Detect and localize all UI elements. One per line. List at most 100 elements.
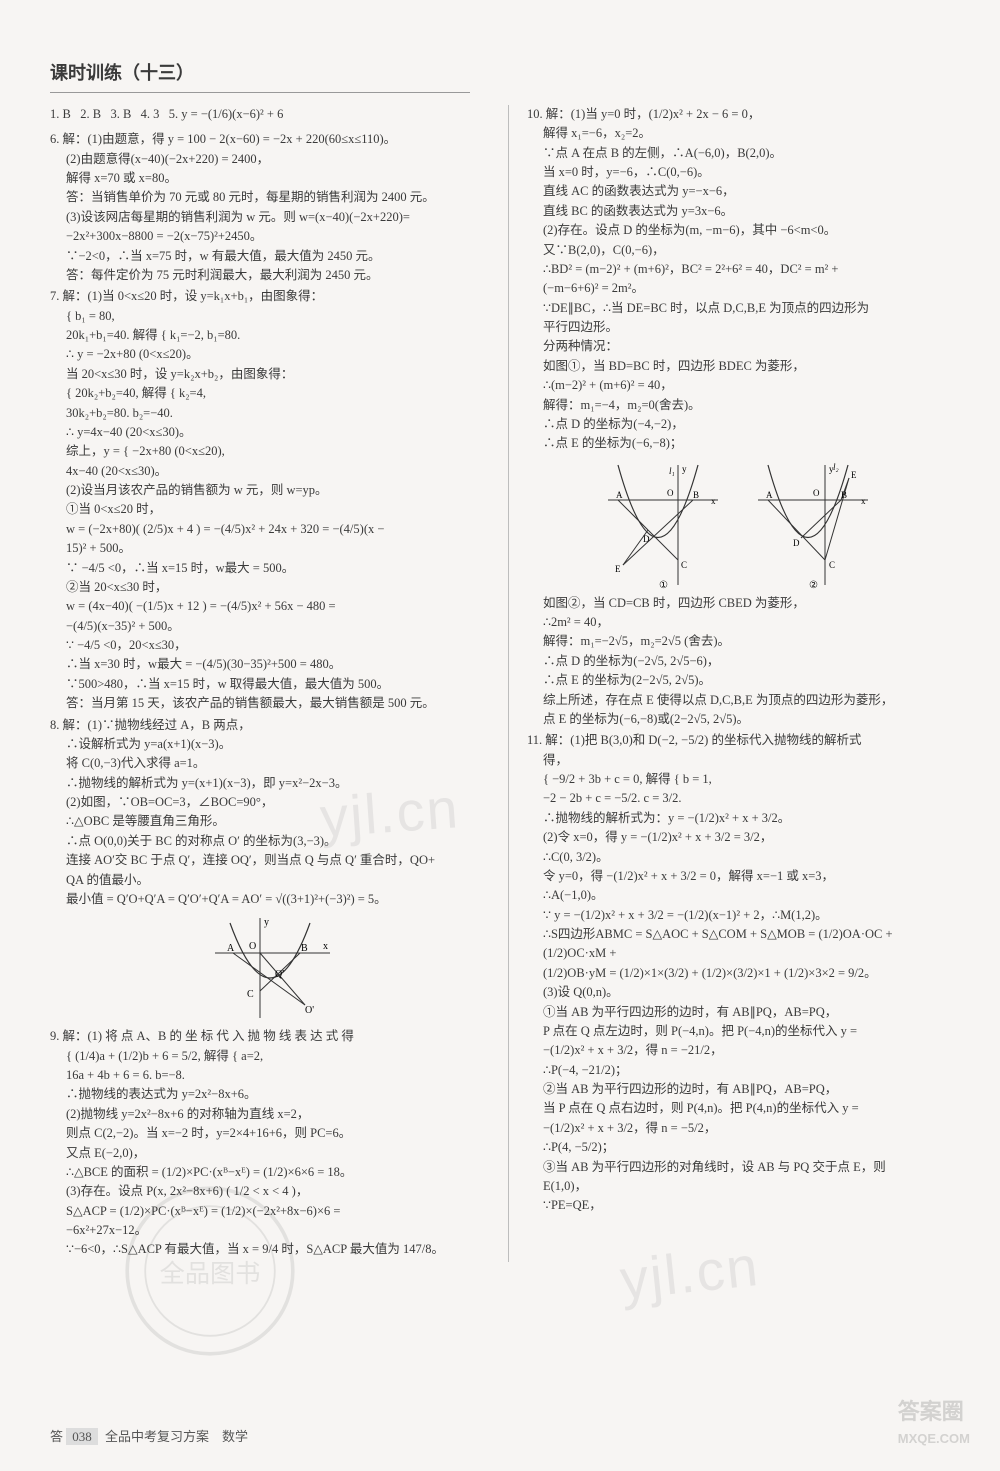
q6-l7: 答：每件定价为 75 元时利润最大，最大利润为 2450 元。 [50,266,490,285]
watermark-brand: 答案圈 MXQE.COM [898,1395,970,1449]
q8-l8b: QA 的值最小。 [50,871,490,890]
q8-head: 8. 解：(1)∵抛物线经过 A，B 两点， [50,716,490,735]
q10-l14: 解得：m₁=−4，m₂=0(舍去)。 [527,396,948,415]
svg-text:D: D [793,538,800,548]
q8-l3: 将 C(0,−3)代入求得 a=1。 [50,754,490,773]
q8-l6: ∴△OBC 是等腰直角三角形。 [50,812,490,831]
q10-l10: ∵DE∥BC，∴当 DE=BC 时，以点 D,C,B,E 为顶点的四边形为 [527,299,948,318]
q9-l5: 则点 C(2,−2)。当 x=−2 时，y=2×4+16+6，则 PC=6。 [50,1124,490,1143]
content-columns: 1. B 2. B 3. B 4. 3 5. y = −(1/6)(x−6)² … [50,105,960,1262]
svg-text:y: y [682,464,687,474]
q7-l8: (2)设当月该农产品的销售额为 w 元，则 w=yp。 [50,481,490,500]
q10-l15: ∴点 D 的坐标为(−4,−2)， [527,415,948,434]
q10-l7: (2)存在。设点 D 的坐标为(m, −m−6)，其中 −6<m<0。 [527,221,948,240]
q8-l2: ∴设解析式为 y=a(x+1)(x−3)。 [50,735,490,754]
q9-l4: (2)抛物线 y=2x²−8x+6 的对称轴为直线 x=2， [50,1105,490,1124]
q10-l8: 又∵B(2,0)，C(0,−6)， [527,241,948,260]
q10-l2: 解得 x₁=−6，x₂=2。 [527,124,948,143]
svg-text:l₂: l₂ [833,462,839,472]
q11-l6: 令 y=0，得 −(1/2)x² + x + 3/2 = 0，解得 x=−1 或… [527,867,948,886]
q10-figure-2: x y A B O D C E ② l₂ [753,460,873,590]
q9-l3: ∴抛物线的表达式为 y=2x²−8x+6。 [50,1085,490,1104]
svg-text:E: E [851,470,857,480]
q7-l3: ∴ y = −2x+80 (0<x≤20)。 [50,345,490,364]
q7-l16: ∵500>480，∴当 x=15 时，w 取得最大值，最大值为 500。 [50,675,490,694]
q11-l4: (2)令 x=0，得 y = −(1/2)x² + x + 3/2 = 3/2， [527,828,948,847]
q9-l9b: −6x²+27x−12。 [50,1221,490,1240]
svg-text:x: x [323,941,328,952]
q7-l12: ②当 20<x≤30 时， [50,578,490,597]
q11-l3: ∴抛物线的解析式为：y = −(1/2)x² + x + 3/2。 [527,809,948,828]
brand-text: 答案圈 [898,1399,964,1424]
svg-text:A: A [766,490,773,500]
svg-text:C: C [247,989,254,1000]
svg-text:全品图书: 全品图书 [160,1260,261,1288]
q7-l11: ∵ −4/5 <0，∴当 x=15 时，w最大 = 500。 [50,559,490,578]
q7: 7. 解：(1)当 0<x≤20 时，设 y=k₁x+b₁，由图象得： { b₁… [50,287,490,713]
svg-text:Q': Q' [275,969,284,980]
q9-l7: ∴△BCE 的面积 = (1/2)×PC·(xᴮ−xᴱ) = (1/2)×6×6… [50,1163,490,1182]
svg-text:D: D [643,534,650,544]
q7-head: 7. 解：(1)当 0<x≤20 时，设 y=k₁x+b₁，由图象得： [50,287,490,306]
q10-l18: ∴2m² = 40， [527,613,948,632]
q9-l9: S△ACP = (1/2)×PC·(xᴮ−xᴱ) = (1/2)×(−2x²+8… [50,1202,490,1221]
svg-text:l₁: l₁ [669,466,675,476]
q11-l16: 当 P 点在 Q 点右边时，则 P(4,n)。把 P(4,n)的坐标代入 y = [527,1099,948,1118]
q10-l23: 点 E 的坐标为(−6,−8)或(2−2√5, 2√5)。 [527,710,948,729]
q9-head: 9. 解：(1) 将 点 A、B 的 坐 标 代 入 抛 物 线 表 达 式 得 [50,1027,490,1046]
q2: 2. B [80,107,101,121]
q8: 8. 解：(1)∵抛物线经过 A，B 两点， ∴设解析式为 y=a(x+1)(x… [50,716,490,1024]
q7-l13b: −(4/5)(x−35)² + 500。 [50,617,490,636]
q10-l10b: 平行四边形。 [527,318,948,337]
q8-l5: (2)如图，∵OB=OC=3，∠BOC=90°， [50,793,490,812]
q10-l5: 直线 AC 的函数表达式为 y=−x−6， [527,182,948,201]
q9-l10: ∵−6<0，∴S△ACP 有最大值，当 x = 9/4 时，S△ACP 最大值为… [50,1240,490,1259]
q11-sysb: −2 − 2b + c = −5/2. c = 3/2. [527,789,948,808]
q7-l14: ∵ −4/5 <0，20<x≤30， [50,636,490,655]
q10-l6: 直线 BC 的函数表达式为 y=3x−6。 [527,202,948,221]
q7-l15: ∴当 x=30 时，w最大 = −(4/5)(30−35)²+500 = 480… [50,655,490,674]
q10-l11: 分两种情况： [527,337,948,356]
svg-text:C: C [681,560,687,570]
q8-l9: 最小值 = Q′O+Q′A = Q′O′+Q′A = AO′ = √((3+1)… [50,890,490,909]
q7-l9: ①当 0<x≤20 时， [50,500,490,519]
q10-l22: 综上所述，存在点 E 使得以点 D,C,B,E 为顶点的四边形为菱形， [527,691,948,710]
svg-text:①: ① [659,580,668,590]
svg-text:B: B [693,490,699,500]
svg-text:C: C [829,560,835,570]
q7-l7: 综上，y = { −2x+80 (0<x≤20), [50,442,490,461]
q11-head: 11. 解：(1)把 B(3,0)和 D(−2, −5/2) 的坐标代入抛物线的… [527,731,948,750]
q10-l19: 解得：m₁=−2√5，m₂=2√5 (舍去)。 [527,632,948,651]
right-column: 10. 解：(1)当 y=0 时，(1/2)x² + 2x − 6 = 0， 解… [508,105,948,1262]
q7-l7b: 4x−40 (20<x≤30)。 [50,462,490,481]
q6-l3: 解得 x=70 或 x=80。 [50,169,490,188]
q7-l10: w = (−2x+80)( (2/5)x + 4 ) = −(4/5)x² + … [50,520,490,539]
q10-l3: ∵点 A 在点 B 的左侧，∴A(−6,0)，B(2,0)。 [527,144,948,163]
q11-sys: { −9/2 + 3b + c = 0, 解得 { b = 1, [527,770,948,789]
svg-text:O: O [667,488,674,498]
q10-head: 10. 解：(1)当 y=0 时，(1/2)x² + 2x − 6 = 0， [527,105,948,124]
q10-l9b: (−m−6+6)² = 2m²。 [527,279,948,298]
svg-text:O': O' [305,1005,314,1016]
q3: 3. B [110,107,131,121]
answers-1-5: 1. B 2. B 3. B 4. 3 5. y = −(1/6)(x−6)² … [50,105,490,124]
svg-text:x: x [711,496,716,506]
q11: 11. 解：(1)把 B(3,0)和 D(−2, −5/2) 的坐标代入抛物线的… [527,731,948,1215]
q11-l12: ①当 AB 为平行四边形的边时，有 AB∥PQ，AB=PQ， [527,1003,948,1022]
brand-subtext: MXQE.COM [898,1429,970,1449]
svg-text:B: B [301,943,308,954]
q10-l9: ∴BD² = (m−2)² + (m+6)²，BC² = 2²+6² = 40，… [527,260,948,279]
q9-sysb: 16a + 4b + 6 = 6. b=−8. [50,1066,490,1085]
q10-l13: ∴(m−2)² + (m+6)² = 40， [527,376,948,395]
svg-text:E: E [615,564,621,574]
q8-figure: x y O A B C Q' O' [205,913,335,1023]
q11-l10: (1/2)OB·yM = (1/2)×1×(3/2) + (1/2)×(3/2)… [527,964,948,983]
q10-l20: ∴点 D 的坐标为(−2√5, 2√5−6)， [527,652,948,671]
q4: 4. 3 [141,107,160,121]
left-column: 1. B 2. B 3. B 4. 3 5. y = −(1/6)(x−6)² … [50,105,490,1262]
q10-l12: 如图①，当 BD=BC 时，四边形 BDEC 为菱形， [527,357,948,376]
q11-l18: ③当 AB 为平行四边形的对角线时，设 AB 与 PQ 交于点 E，则 [527,1158,948,1177]
q7-sys2b: 30k₂+b₂=80. b₂=−40. [50,404,490,423]
q6-l5b: −2x²+300x−8800 = −2(x−75)²+2450。 [50,227,490,246]
q11-l19: ∵PE=QE， [527,1196,948,1215]
